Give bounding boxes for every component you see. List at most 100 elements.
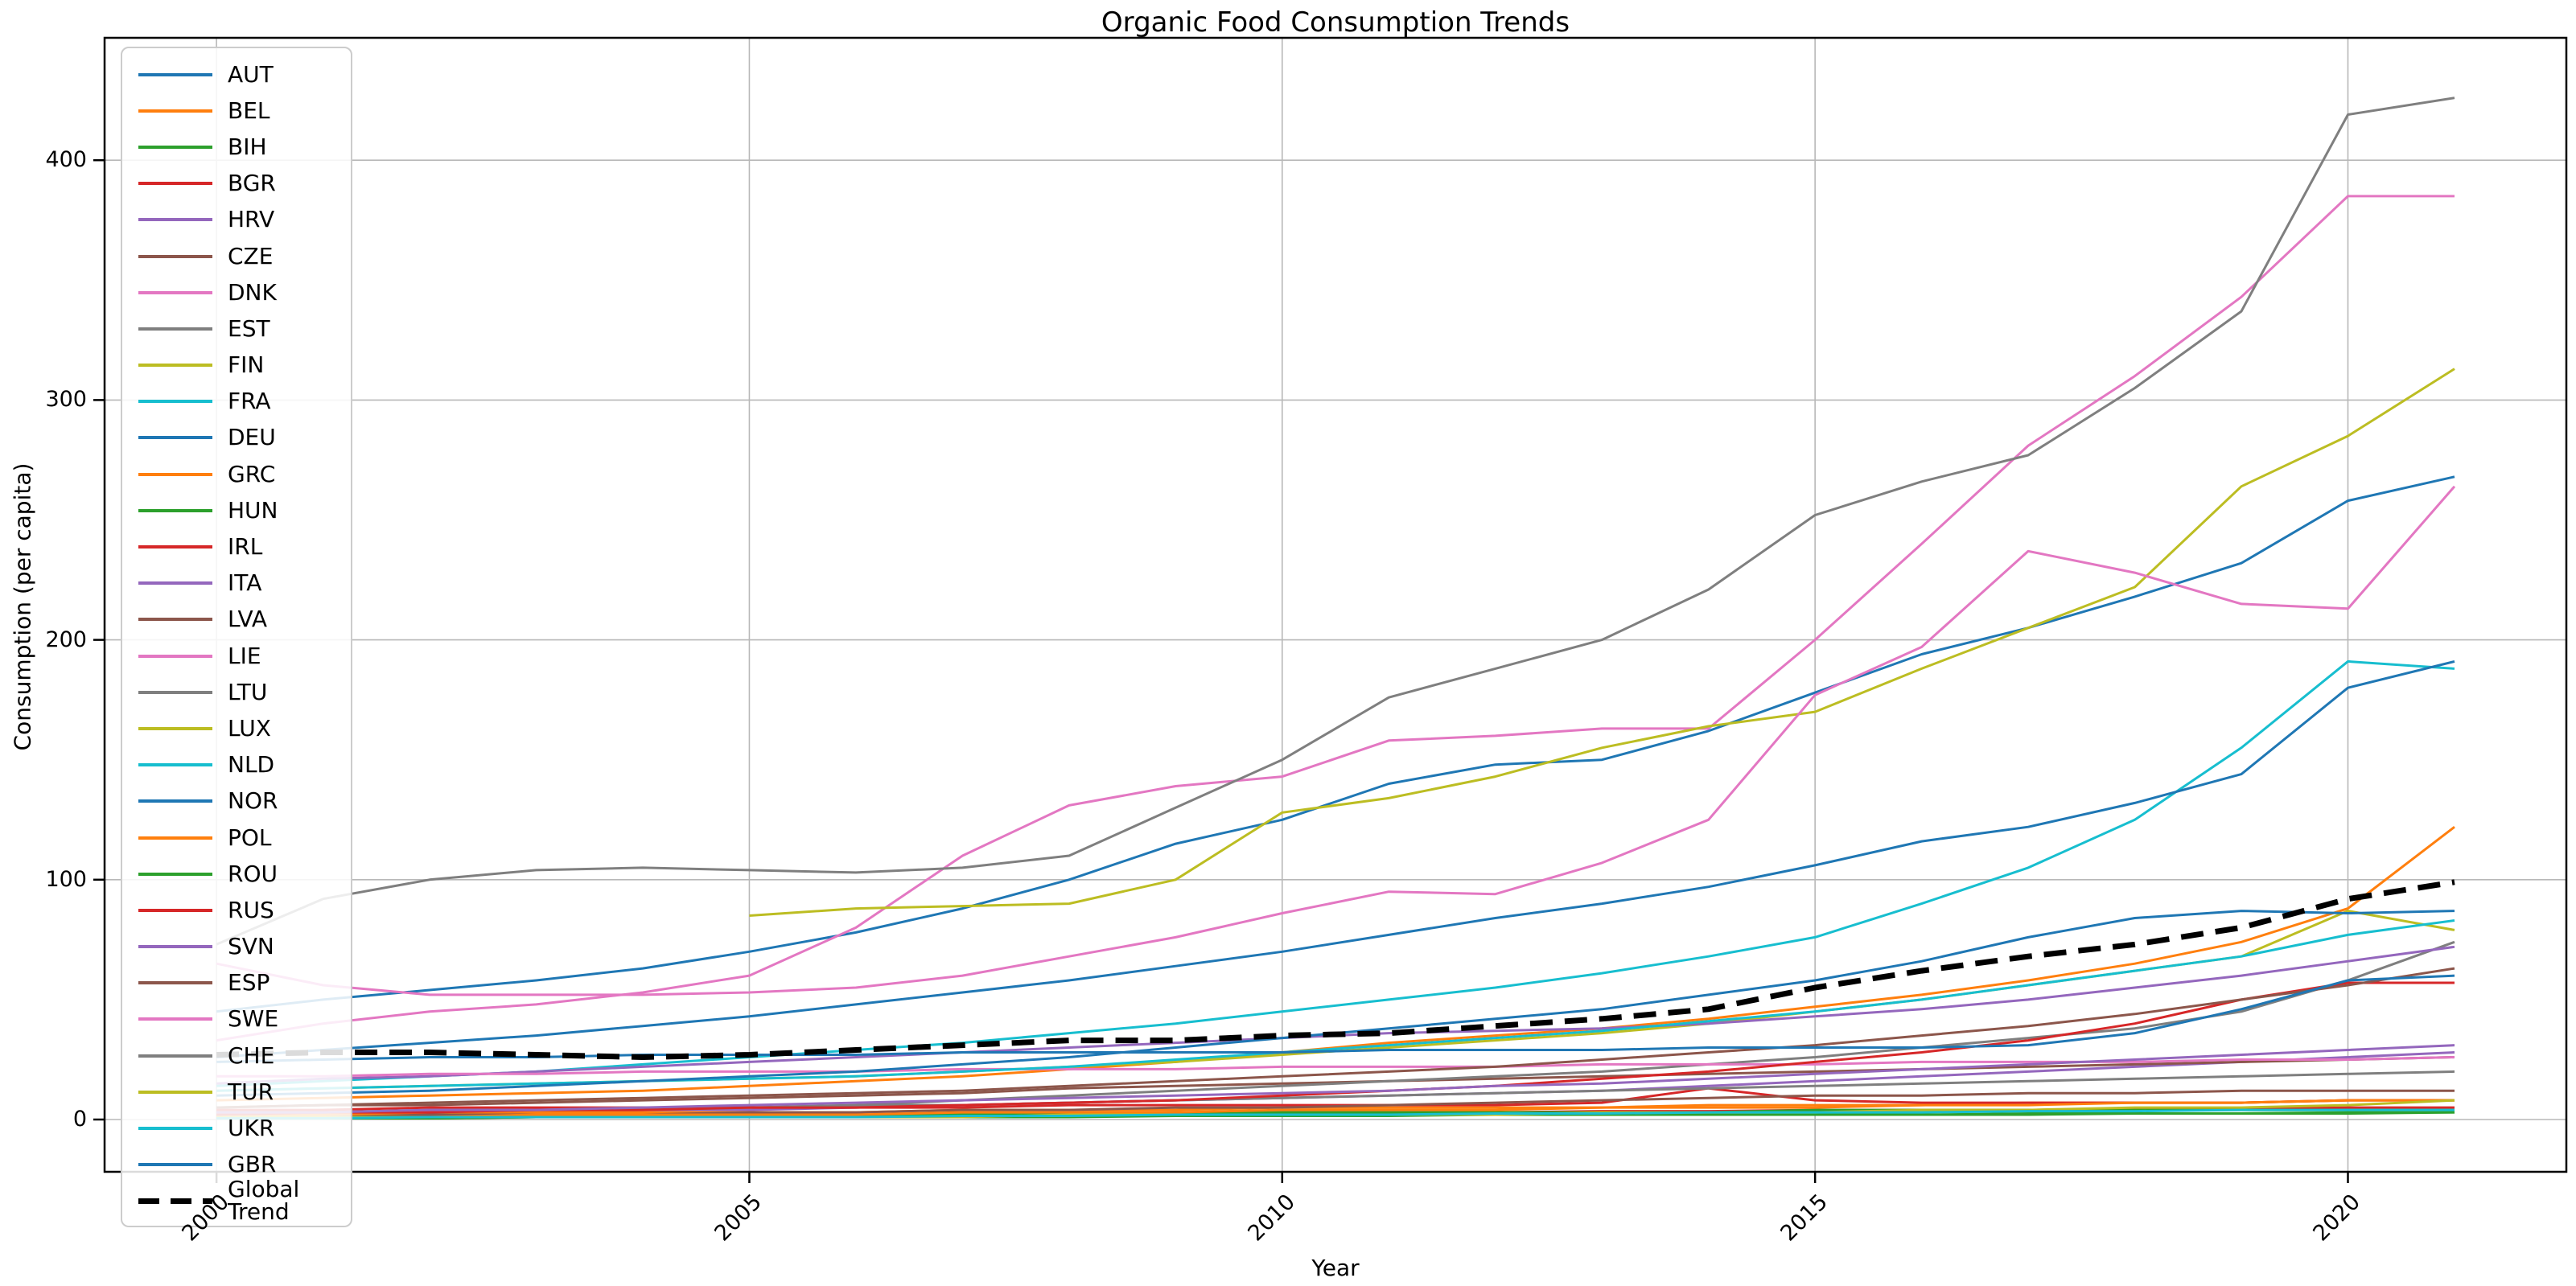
- legend-item-swe: SWE: [122, 1001, 351, 1037]
- legend-label: LVA: [228, 606, 268, 633]
- legend-item-lva: LVA: [122, 602, 351, 638]
- legend-item-gbr: GBR: [122, 1147, 351, 1183]
- y-tick-label: 200: [45, 627, 87, 652]
- legend-item-che: CHE: [122, 1037, 351, 1074]
- legend-label: BEL: [228, 97, 270, 124]
- line-swatch-icon: [138, 1127, 212, 1131]
- legend-item-nld: NLD: [122, 747, 351, 783]
- series-line-che: [216, 97, 2455, 946]
- legend-item-deu: DEU: [122, 420, 351, 456]
- legend-item-ita: ITA: [122, 565, 351, 602]
- line-swatch-icon: [138, 1054, 212, 1058]
- series-line-pol: [216, 1099, 2455, 1119]
- line-swatch-icon: [138, 508, 212, 512]
- legend-label: LTU: [228, 678, 268, 705]
- legend-label: HRV: [228, 206, 275, 233]
- dashed-line-swatch-icon: [138, 1198, 212, 1204]
- legend: AUT BEL BIH BGR HRV CZE DNK EST FIN FRA DEU GRC HUN I…: [121, 47, 352, 1227]
- legend-label: BIH: [228, 133, 267, 160]
- legend-label: Global Trend: [228, 1176, 300, 1226]
- line-swatch-icon: [138, 763, 212, 767]
- plot-border: [103, 36, 2568, 1173]
- line-swatch-icon: [138, 581, 212, 585]
- legend-item-hrv: HRV: [122, 202, 351, 238]
- line-swatch-icon: [138, 327, 212, 331]
- line-swatch-icon: [138, 908, 212, 912]
- line-swatch-icon: [138, 145, 212, 149]
- legend-item-global-trend: Global Trend: [122, 1178, 351, 1223]
- series-line-gbr: [216, 974, 2455, 1063]
- legend-label: CHE: [228, 1042, 275, 1069]
- line-swatch-icon: [138, 545, 212, 549]
- line-swatch-icon: [138, 1163, 212, 1167]
- series-line-est: [216, 940, 2455, 1116]
- legend-label: IRL: [228, 533, 263, 561]
- series-line-fra: [216, 659, 2455, 1087]
- line-swatch-icon: [138, 1017, 212, 1021]
- legend-item-lie: LIE: [122, 638, 351, 674]
- legend-label: DNK: [228, 278, 277, 306]
- legend-label: GRC: [228, 460, 276, 487]
- line-swatch-icon: [138, 400, 212, 404]
- line-swatch-icon: [138, 436, 212, 440]
- line-swatch-icon: [138, 872, 212, 876]
- series-line-svn: [216, 1044, 2455, 1114]
- series-line-swe: [216, 485, 2456, 996]
- legend-item-pol: POL: [122, 820, 351, 856]
- legend-label: NOR: [228, 787, 278, 815]
- legend-item-tur: TUR: [122, 1074, 351, 1110]
- legend-label: FRA: [228, 388, 271, 415]
- y-tick-label: 100: [45, 866, 87, 892]
- legend-label: LIE: [228, 642, 261, 669]
- line-swatch-icon: [138, 182, 212, 186]
- legend-label: NLD: [228, 751, 275, 779]
- legend-item-fin: FIN: [122, 347, 351, 384]
- legend-label: GBR: [228, 1151, 277, 1178]
- legend-item-svn: SVN: [122, 929, 351, 965]
- series-line-lux: [749, 368, 2455, 917]
- legend-label: SVN: [228, 933, 274, 960]
- legend-label: FIN: [228, 351, 265, 379]
- legend-item-grc: GRC: [122, 456, 351, 492]
- line-swatch-icon: [138, 109, 212, 113]
- y-tick-label: 400: [45, 147, 87, 173]
- legend-item-lux: LUX: [122, 710, 351, 746]
- legend-label: HUN: [228, 496, 278, 524]
- legend-label: ESP: [228, 969, 270, 996]
- legend-label: ROU: [228, 860, 278, 887]
- legend-item-fra: FRA: [122, 384, 351, 420]
- legend-item-est: EST: [122, 310, 351, 347]
- line-swatch-icon: [138, 364, 212, 368]
- line-swatch-icon: [138, 72, 212, 76]
- legend-label: ITA: [228, 569, 262, 597]
- chart-title: Organic Food Consumption Trends: [1101, 6, 1570, 39]
- series-line-global-trend: [216, 879, 2455, 1060]
- legend-item-rus: RUS: [122, 892, 351, 928]
- line-swatch-icon: [138, 1090, 212, 1094]
- series-line-dnk: [216, 195, 2455, 1042]
- legend-label: SWE: [228, 1005, 279, 1033]
- line-swatch-icon: [138, 836, 212, 840]
- line-swatch-icon: [138, 690, 212, 694]
- legend-label: POL: [228, 824, 272, 851]
- legend-label: AUT: [228, 60, 274, 88]
- line-swatch-icon: [138, 654, 212, 658]
- legend-item-bel: BEL: [122, 92, 351, 129]
- line-swatch-icon: [138, 218, 212, 222]
- legend-item-irl: IRL: [122, 528, 351, 565]
- x-axis-label: Year: [1311, 1255, 1360, 1281]
- legend-item-ukr: UKR: [122, 1110, 351, 1146]
- legend-label: BGR: [228, 170, 276, 197]
- legend-label: RUS: [228, 896, 274, 923]
- legend-item-rou: ROU: [122, 856, 351, 892]
- legend-item-esp: ESP: [122, 965, 351, 1001]
- legend-item-ltu: LTU: [122, 674, 351, 710]
- line-swatch-icon: [138, 981, 212, 985]
- line-swatch-icon: [138, 799, 212, 803]
- legend-item-dnk: DNK: [122, 274, 351, 310]
- legend-item-aut: AUT: [122, 56, 351, 92]
- line-swatch-icon: [138, 945, 212, 949]
- y-tick-label: 0: [72, 1107, 87, 1132]
